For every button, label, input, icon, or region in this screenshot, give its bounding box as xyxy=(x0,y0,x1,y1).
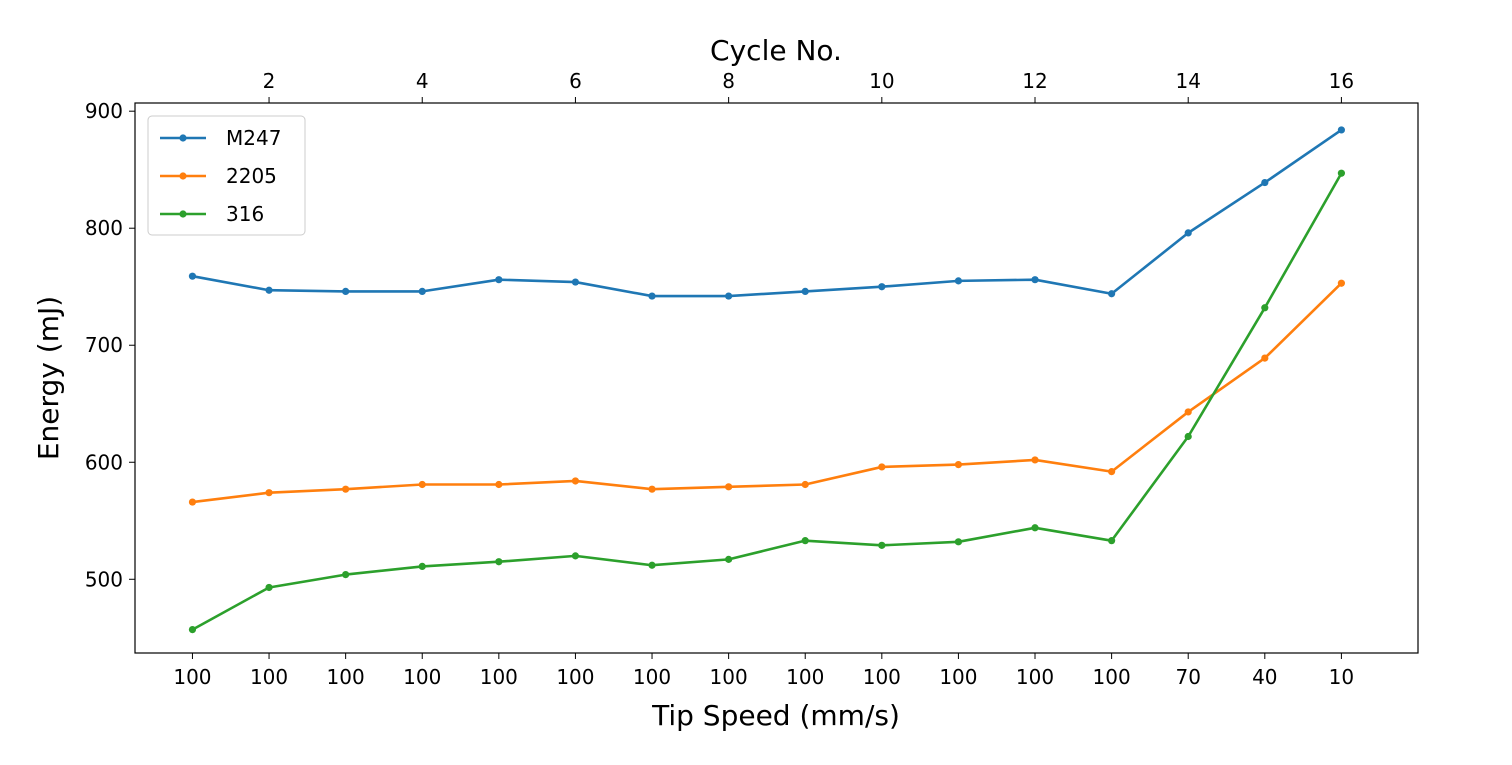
top-tick-label: 2 xyxy=(263,69,276,93)
top-tick-label: 4 xyxy=(416,69,429,93)
top-tick-label: 14 xyxy=(1175,69,1200,93)
data-point xyxy=(648,561,656,569)
x-tick-label: 100 xyxy=(786,665,824,689)
y-tick-label: 900 xyxy=(85,99,123,123)
y-tick-label: 500 xyxy=(85,567,123,591)
legend-label: 316 xyxy=(226,202,264,226)
legend-marker xyxy=(179,210,187,218)
x-tick-label: 100 xyxy=(250,665,288,689)
data-point xyxy=(418,562,426,571)
series-line xyxy=(192,128,1343,298)
data-point xyxy=(725,292,733,300)
data-point xyxy=(1108,537,1116,545)
x-tick-label: 100 xyxy=(403,665,441,689)
data-point xyxy=(265,583,273,592)
data-point xyxy=(1261,178,1269,187)
data-point xyxy=(188,272,197,280)
data-point xyxy=(571,552,580,560)
legend-box xyxy=(147,115,306,236)
data-point xyxy=(878,541,886,549)
data-point xyxy=(648,292,656,300)
top-tick-label: 16 xyxy=(1329,69,1354,93)
x-tick-label: 40 xyxy=(1252,665,1277,689)
x-tick-label: 100 xyxy=(327,665,365,689)
legend-label: 2205 xyxy=(226,164,277,188)
series-layer xyxy=(188,126,1346,634)
y-tick-label: 600 xyxy=(85,450,123,474)
data-point xyxy=(878,463,886,471)
legend-marker xyxy=(179,134,187,142)
data-point xyxy=(1031,524,1039,532)
data-point xyxy=(571,477,580,485)
data-point xyxy=(801,287,809,296)
data-point xyxy=(878,283,886,291)
data-point xyxy=(495,558,503,566)
x-tick-label: 100 xyxy=(556,665,594,689)
data-point xyxy=(1108,290,1116,298)
data-point xyxy=(954,460,963,469)
x-tick-label: 100 xyxy=(863,665,901,689)
legend: M247 2205 316 xyxy=(147,115,306,236)
axis-ticks: 100 100 100 100 100 100 100 100 100 100 100 100 100 7… xyxy=(85,69,1354,689)
x-tick-label: 100 xyxy=(1093,665,1131,689)
x-tick-label: 100 xyxy=(173,665,211,689)
x-tick-label: 70 xyxy=(1175,665,1200,689)
series-line xyxy=(191,172,1343,631)
data-point xyxy=(571,278,580,286)
legend-label: M247 xyxy=(226,126,281,150)
data-point xyxy=(188,498,197,506)
data-point xyxy=(1337,169,1346,177)
y-tick-label: 800 xyxy=(85,216,123,240)
x-tick-label: 100 xyxy=(1016,665,1054,689)
x-tick-label: 100 xyxy=(480,665,518,689)
x-tick-label: 100 xyxy=(939,665,977,689)
series-m247 xyxy=(188,126,1346,300)
top-tick-label: 12 xyxy=(1022,69,1047,93)
data-point xyxy=(725,555,733,563)
series-line xyxy=(192,282,1343,504)
top-tick-label: 10 xyxy=(869,69,894,93)
data-point xyxy=(1031,276,1039,284)
data-point xyxy=(188,625,197,634)
data-point xyxy=(1261,304,1269,312)
data-point xyxy=(1184,408,1192,416)
data-point xyxy=(725,483,733,491)
data-point xyxy=(1261,354,1269,362)
data-point xyxy=(1184,229,1192,237)
data-point xyxy=(954,277,963,285)
data-point xyxy=(495,480,503,489)
top-axis-title: Cycle No. xyxy=(710,34,842,67)
y-tick-label: 700 xyxy=(85,333,123,357)
data-point xyxy=(1108,468,1116,476)
x-axis-title: Tip Speed (mm/s) xyxy=(651,699,900,732)
plot-area-frame xyxy=(134,102,1419,654)
x-tick-label: 100 xyxy=(633,665,671,689)
data-point xyxy=(1031,456,1039,464)
data-point xyxy=(954,538,963,546)
data-point xyxy=(648,485,656,493)
data-point xyxy=(495,276,503,284)
data-point xyxy=(1337,126,1346,134)
data-point xyxy=(801,480,809,489)
top-tick-label: 8 xyxy=(722,69,735,93)
data-point xyxy=(265,489,273,497)
series-2205 xyxy=(188,279,1346,506)
x-tick-label: 10 xyxy=(1329,665,1354,689)
data-point xyxy=(418,287,426,296)
top-tick-label: 6 xyxy=(569,69,582,93)
data-point xyxy=(265,286,273,294)
y-axis-title: Energy (mJ) xyxy=(32,296,65,460)
data-point xyxy=(342,485,350,493)
legend-marker xyxy=(179,172,187,180)
data-point xyxy=(342,287,350,296)
data-point xyxy=(342,570,350,579)
data-point xyxy=(801,537,809,545)
data-point xyxy=(1184,432,1192,441)
data-point xyxy=(1337,279,1346,287)
data-point xyxy=(418,480,426,489)
series-316 xyxy=(188,169,1346,634)
x-tick-label: 100 xyxy=(710,665,748,689)
